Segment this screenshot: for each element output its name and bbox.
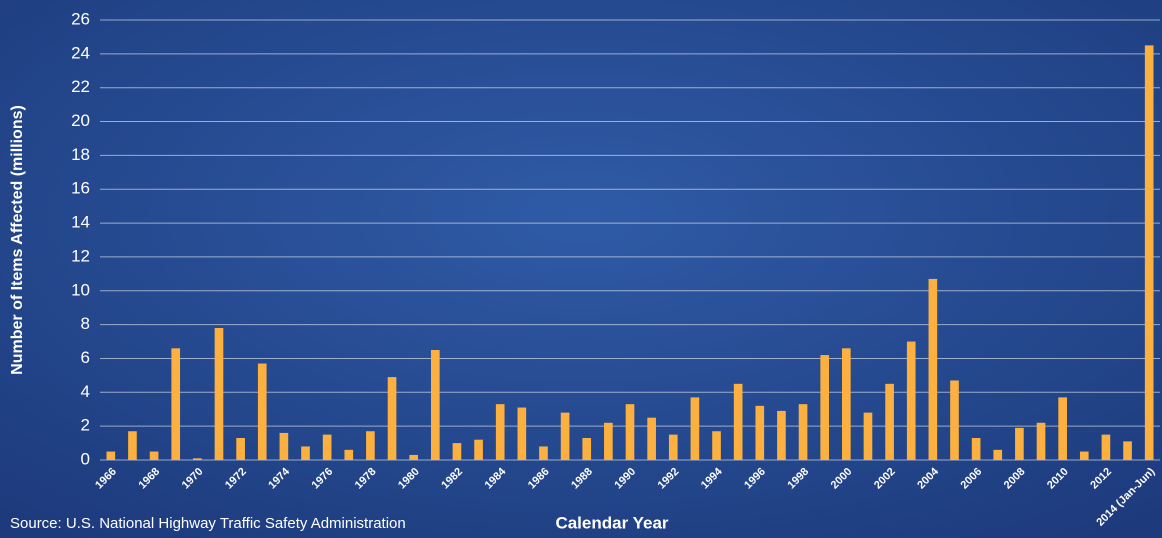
bar <box>950 380 959 460</box>
bar <box>257 363 267 460</box>
bar <box>755 405 765 460</box>
bar <box>733 383 743 460</box>
bar <box>430 350 440 460</box>
bar <box>409 454 418 460</box>
bar <box>214 328 224 460</box>
bar <box>1036 422 1046 460</box>
bar <box>106 451 116 460</box>
bar <box>1058 397 1067 460</box>
source-note: Source: U.S. National Highway Traffic Sa… <box>10 515 406 532</box>
bar <box>193 458 202 460</box>
bar <box>366 431 375 460</box>
y-tick-label: 12 <box>71 246 90 265</box>
bar <box>452 443 462 460</box>
bar <box>236 438 245 460</box>
bar <box>928 278 938 460</box>
y-tick-label: 6 <box>81 348 90 367</box>
bar <box>1101 434 1111 460</box>
bar <box>863 412 873 460</box>
y-tick-label: 26 <box>71 9 90 28</box>
bar <box>668 434 678 460</box>
bar <box>495 404 505 460</box>
bar <box>777 410 786 460</box>
y-axis-title: Number of Items Affected (millions) <box>9 105 26 375</box>
bar <box>798 404 808 460</box>
y-tick-label: 10 <box>71 280 90 299</box>
bar <box>604 422 613 460</box>
y-tick-label: 20 <box>71 111 90 130</box>
y-tick-label: 14 <box>71 213 90 232</box>
bar <box>906 341 916 460</box>
bar <box>647 417 656 460</box>
bar <box>1123 441 1132 460</box>
y-tick-label: 8 <box>81 314 90 333</box>
bar <box>993 449 1003 460</box>
bar <box>171 348 181 460</box>
bar <box>149 451 159 460</box>
bar <box>517 407 527 460</box>
x-axis-title: Calendar Year <box>555 513 668 532</box>
y-tick-label: 0 <box>81 449 90 468</box>
bar <box>885 383 894 460</box>
bar <box>539 446 548 460</box>
bar <box>1015 427 1024 460</box>
bar <box>582 438 592 460</box>
bar <box>322 434 332 460</box>
bar <box>1079 451 1089 460</box>
y-tick-label: 4 <box>81 382 90 401</box>
bar <box>474 439 483 460</box>
bar <box>560 412 570 460</box>
y-tick-label: 24 <box>71 43 90 62</box>
bar <box>279 432 289 460</box>
bar <box>344 449 354 460</box>
y-tick-label: 18 <box>71 145 90 164</box>
bar <box>128 431 137 460</box>
bar <box>842 348 851 460</box>
bar <box>301 446 310 460</box>
bar <box>971 438 981 460</box>
bar <box>387 377 397 460</box>
bar <box>625 404 635 460</box>
bar <box>1144 45 1154 461</box>
y-tick-label: 16 <box>71 179 90 198</box>
bar <box>712 431 721 460</box>
y-tick-label: 2 <box>81 416 90 435</box>
bar <box>820 355 830 460</box>
bar <box>690 397 700 460</box>
y-tick-label: 22 <box>71 77 90 96</box>
